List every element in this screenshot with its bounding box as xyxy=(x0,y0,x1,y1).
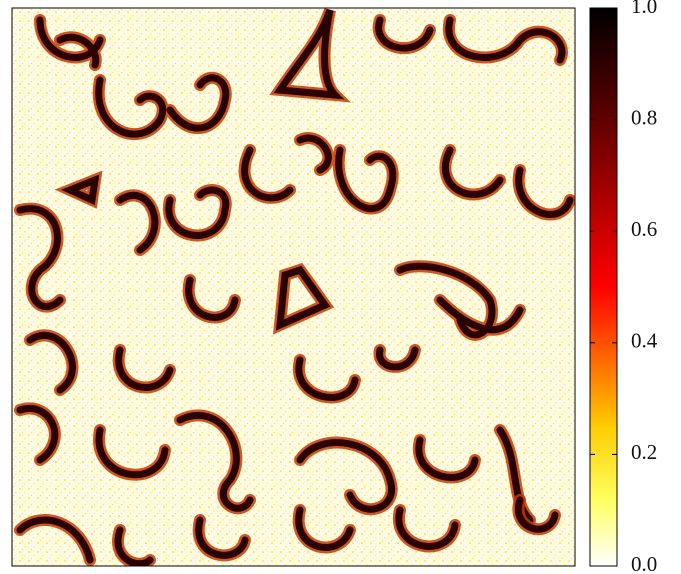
colorbar-tick-label: 0.2 xyxy=(631,440,657,464)
colorbar-tick-label: 1.0 xyxy=(631,0,657,18)
curl-patterns xyxy=(14,8,575,566)
colorbar xyxy=(589,7,618,567)
heatmap-field xyxy=(12,8,575,566)
colorbar-tick-label: 0.8 xyxy=(631,105,657,129)
colorbar-tick-label: 0.0 xyxy=(631,552,657,574)
plot-frame xyxy=(11,7,576,567)
colorbar-tick-label: 0.6 xyxy=(631,217,657,241)
colorbar-tick-label: 0.4 xyxy=(631,329,658,353)
